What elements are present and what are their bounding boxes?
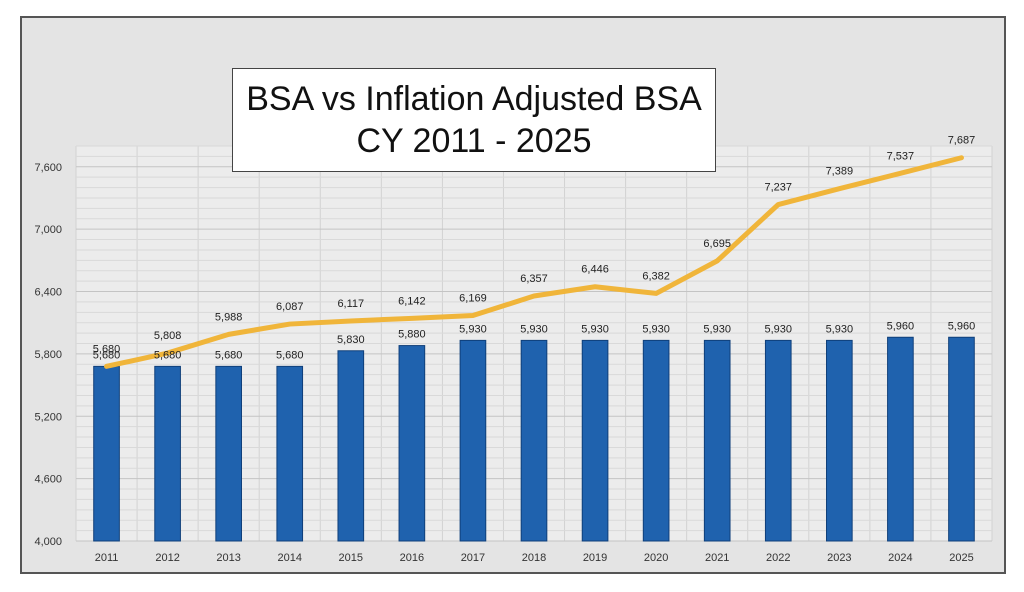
bar [93, 365, 120, 542]
chart-title-box: BSA vs Inflation Adjusted BSA CY 2011 - … [232, 68, 716, 172]
bar [642, 339, 670, 542]
bar-data-label: 5,930 [459, 323, 487, 335]
line-data-label: 5,988 [215, 311, 243, 323]
line-point [227, 332, 231, 336]
x-tick-label: 2016 [400, 552, 424, 564]
y-tick-label: 5,800 [34, 349, 62, 361]
bar [215, 365, 242, 542]
line-point [105, 364, 109, 368]
y-tick-label: 4,600 [34, 474, 62, 486]
x-tick-label: 2014 [277, 552, 301, 564]
bar [581, 339, 609, 542]
bar [154, 365, 181, 542]
line-data-label: 6,087 [276, 301, 304, 313]
y-axis-tick-labels: 4,000 4,600 5,200 5,800 6,400 7,000 7,600 [34, 162, 62, 548]
bar-data-label: 5,880 [398, 329, 426, 341]
line-data-labels: 5,680 5,808 5,988 6,087 6,117 6,142 6,169 6,357… [93, 135, 975, 356]
line-data-label: 6,382 [642, 270, 670, 282]
line-point [898, 171, 902, 175]
x-tick-label: 2019 [583, 552, 607, 564]
x-tick-label: 2013 [216, 552, 240, 564]
bar-data-label: 5,830 [337, 334, 365, 346]
bar [826, 339, 853, 542]
bar-data-label: 5,960 [887, 320, 915, 332]
line-data-label: 5,808 [154, 330, 182, 342]
line-point [166, 351, 170, 355]
bar [337, 350, 365, 542]
bar-data-label: 5,930 [826, 323, 854, 335]
line-series [104, 155, 964, 369]
line-data-label: 7,687 [948, 135, 976, 147]
bar [459, 339, 487, 542]
chart-subtitle: CY 2011 - 2025 [356, 122, 592, 160]
line-data-label: 6,357 [520, 273, 548, 285]
line-data-label: 7,389 [826, 166, 854, 178]
bar [398, 345, 426, 542]
bar-data-label: 5,930 [642, 323, 670, 335]
bar [948, 336, 975, 542]
line-point [349, 319, 353, 323]
bar-data-label: 5,960 [948, 320, 976, 332]
x-axis-tick-labels: 2011 2012 2013 2014 2015 2016 2017 2018 2019 2020… [95, 552, 974, 564]
line-point [715, 259, 719, 263]
bar-data-label: 5,930 [765, 323, 793, 335]
y-tick-label: 5,200 [34, 411, 62, 423]
x-tick-label: 2018 [522, 552, 546, 564]
x-tick-label: 2011 [95, 552, 119, 564]
bar [703, 339, 731, 542]
x-tick-label: 2024 [888, 552, 912, 564]
bar-data-label: 5,930 [581, 323, 609, 335]
bar-data-label: 5,680 [215, 349, 243, 361]
line-data-label: 7,237 [765, 182, 793, 194]
bar [887, 336, 914, 542]
chart-title: BSA vs Inflation Adjusted BSA [246, 80, 702, 118]
y-tick-label: 7,000 [34, 224, 62, 236]
line-point [959, 156, 963, 160]
x-tick-label: 2023 [827, 552, 851, 564]
line-point [654, 291, 658, 295]
line-data-label: 6,142 [398, 295, 426, 307]
x-tick-label: 2025 [949, 552, 973, 564]
bar-data-label: 5,930 [520, 323, 548, 335]
bar [520, 339, 548, 542]
y-tick-label: 6,400 [34, 287, 62, 299]
bar [764, 339, 792, 542]
line-point [837, 187, 841, 191]
x-tick-label: 2022 [766, 552, 790, 564]
line-point [532, 294, 536, 298]
bar-data-label: 5,680 [93, 349, 121, 361]
bar-data-label: 5,930 [703, 323, 731, 335]
bar-data-label: 5,680 [154, 349, 182, 361]
x-tick-label: 2012 [155, 552, 179, 564]
line-point [471, 314, 475, 318]
line-data-label: 6,446 [581, 264, 609, 276]
line-point [288, 322, 292, 326]
y-tick-label: 7,600 [34, 162, 62, 174]
line-data-label: 7,537 [887, 150, 915, 162]
line-data-label: 6,117 [337, 298, 364, 310]
line-data-label: 6,695 [703, 238, 731, 250]
x-tick-label: 2021 [705, 552, 729, 564]
line-data-label: 6,169 [459, 293, 487, 305]
x-tick-label: 2015 [339, 552, 363, 564]
bar-series [93, 336, 975, 542]
y-tick-label: 4,000 [34, 536, 62, 548]
x-tick-label: 2017 [461, 552, 485, 564]
line-point [776, 203, 780, 207]
bar [276, 365, 304, 542]
line-point [593, 285, 597, 289]
bar-data-label: 5,680 [276, 349, 304, 361]
line-data-label: 5,680 [93, 343, 121, 355]
line-point [410, 316, 414, 320]
x-tick-label: 2020 [644, 552, 668, 564]
